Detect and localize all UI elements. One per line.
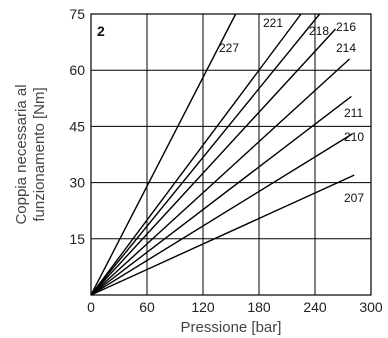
x-tick-label-300: 300	[359, 299, 383, 315]
series-line-216	[90, 28, 337, 296]
y-axis-label: Coppia necessaria al funzionamento [Nm]	[13, 84, 48, 224]
grid	[91, 14, 371, 295]
x-axis-label: Pressione [bar]	[181, 319, 282, 336]
x-tick-label-60: 60	[139, 299, 155, 315]
series-label-214: 214	[336, 41, 356, 55]
y-tick-label-15: 15	[69, 231, 85, 247]
series-line-211	[90, 95, 352, 296]
series-label-216: 216	[336, 20, 356, 34]
x-tick-label-120: 120	[191, 299, 215, 315]
series-line-227	[90, 13, 237, 296]
y-tick-label-75: 75	[69, 6, 85, 22]
series-label-210: 210	[344, 130, 364, 144]
series-line-221	[90, 13, 302, 296]
ticks-layer: 0 60 120 180 240 300 15 30 45 60 75	[69, 6, 382, 315]
plot-frame	[90, 13, 372, 296]
y-tick-label-30: 30	[69, 175, 85, 191]
series-line-218	[90, 13, 321, 296]
series-line-210	[90, 133, 353, 296]
series-layer: 227 221 218 216 214 211 210 207	[90, 13, 364, 296]
series-label-211: 211	[344, 106, 363, 120]
y-axis-label-line-2: funzionamento [Nm]	[31, 87, 48, 221]
series-label-221: 221	[263, 16, 283, 30]
panel-label: 2	[97, 23, 105, 39]
x-tick-label-180: 180	[247, 299, 271, 315]
series-label-227: 227	[219, 41, 239, 55]
series-line-207	[90, 174, 355, 296]
y-tick-label-60: 60	[69, 62, 85, 78]
y-axis-label-line-1: Coppia necessaria al	[13, 84, 30, 224]
series-label-218: 218	[309, 24, 329, 38]
series-line-214	[90, 58, 351, 296]
y-tick-label-45: 45	[69, 118, 85, 134]
x-tick-label-0: 0	[87, 299, 95, 315]
x-tick-label-240: 240	[303, 299, 327, 315]
series-label-207: 207	[344, 191, 364, 205]
